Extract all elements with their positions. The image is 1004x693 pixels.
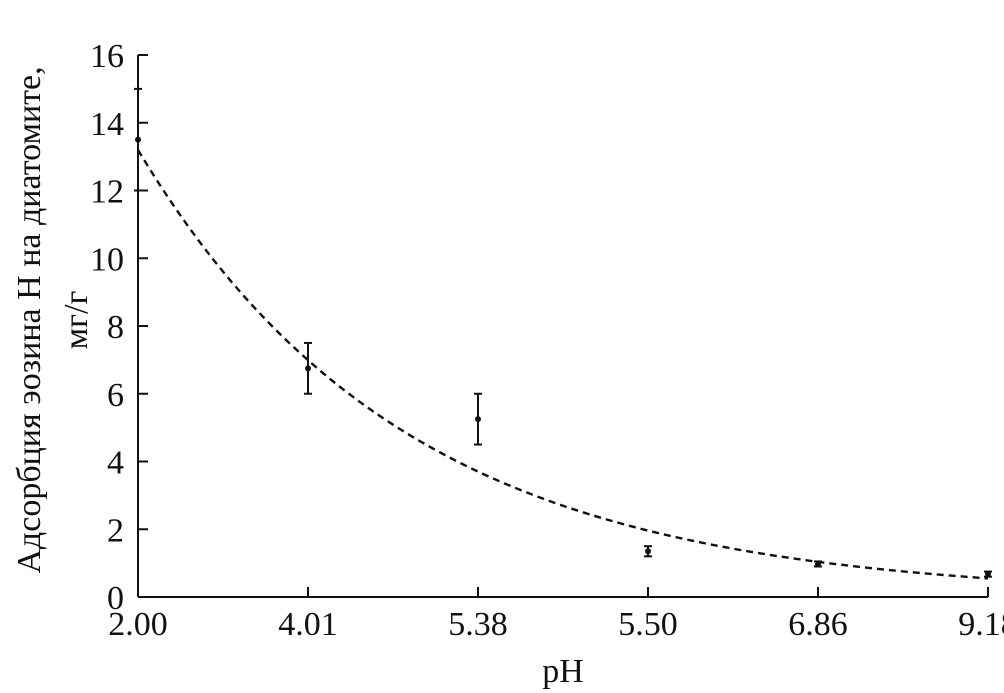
data-point [815, 561, 821, 568]
x-tick-label: 6.86 [788, 606, 848, 643]
y-tick-label: 0 [107, 580, 124, 617]
x-axis-label: pH [542, 653, 584, 690]
y-axis-label-line-1: Адсорбция эозина Н на диатомите, [11, 66, 48, 573]
data-point [135, 136, 141, 143]
y-tick-label: 10 [90, 241, 124, 278]
trend-curve-layer [136, 149, 989, 580]
y-tick-label: 12 [90, 174, 124, 211]
data-point [645, 548, 651, 555]
y-tick-label: 16 [90, 38, 124, 75]
axes [137, 55, 988, 598]
y-tick-label: 6 [107, 377, 124, 414]
y-tick-label: 2 [107, 512, 124, 549]
x-tick-label: 5.50 [618, 606, 678, 643]
data-point [985, 570, 991, 577]
data-point [475, 416, 481, 423]
y-tick-label: 8 [107, 309, 124, 346]
x-tick-label: 9.18 [958, 606, 1004, 643]
y-axis-label-line-2: мг/г [58, 291, 95, 350]
data-point [305, 365, 311, 372]
x-tick-label: 2.00 [108, 606, 168, 643]
y-tick-label: 14 [90, 106, 124, 143]
ticks: 0 2 4 6 8 10 12 14 16 2.00 4.01 5.38 5.50 6.86 9.18 [90, 38, 1004, 643]
y-tick-label: 4 [107, 445, 124, 482]
trend-line [136, 149, 989, 580]
x-tick-label: 4.01 [278, 606, 338, 643]
data-points-layer [134, 87, 992, 578]
x-tick-label: 5.38 [448, 606, 508, 643]
